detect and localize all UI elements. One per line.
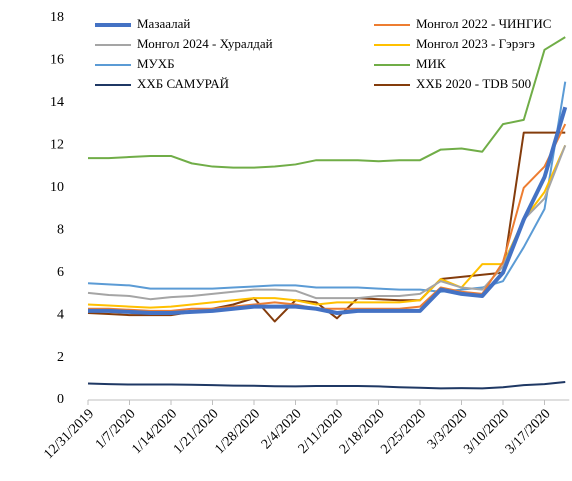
legend-label: Монгол 2022 - ЧИНГИС — [416, 16, 551, 31]
series-line — [88, 106, 568, 315]
y-tick-label: 8 — [57, 222, 64, 237]
series-line — [88, 123, 567, 312]
legend-label: Монгол 2023 - Гэрэгэ — [416, 36, 535, 51]
y-tick-label: 14 — [50, 95, 64, 110]
y-tick-label: 0 — [57, 392, 64, 407]
y-tick-label: 16 — [50, 53, 64, 68]
legend-label: МИК — [416, 56, 446, 71]
x-tick-label: 3/17/2020 — [503, 406, 554, 457]
x-tick-label: 2/25/2020 — [378, 406, 429, 457]
legend-label: Мазаалай — [137, 16, 190, 31]
legend-label: Монгол 2024 - Хуралдай — [137, 36, 273, 51]
series-line — [87, 380, 566, 390]
y-tick-label: 10 — [50, 180, 64, 195]
legend-label: ХХБ САМУРАЙ — [137, 76, 229, 91]
series-line — [88, 36, 566, 169]
series-line — [87, 144, 567, 301]
y-tick-label: 4 — [57, 307, 64, 322]
legend-label: ХХБ 2020 - TDB 500 — [416, 76, 531, 91]
y-tick-label: 18 — [50, 10, 64, 25]
legend-label: МУХБ — [137, 56, 175, 71]
x-tick-label: 12/31/2019 — [41, 406, 97, 462]
series-line — [87, 81, 567, 293]
y-tick-label: 2 — [57, 350, 64, 365]
series-line — [87, 144, 567, 309]
y-tick-label: 12 — [50, 138, 64, 153]
y-tick-label: 6 — [57, 265, 64, 280]
x-tick-label: 1/28/2020 — [212, 406, 263, 457]
